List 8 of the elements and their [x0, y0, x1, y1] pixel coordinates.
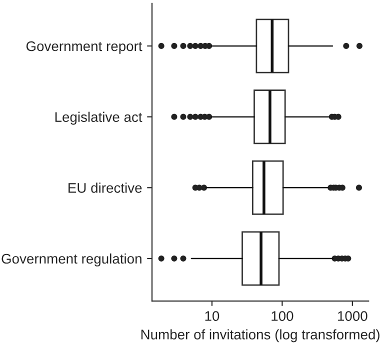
x-tick-label: 10: [205, 311, 220, 321]
y-tick-label: Legislative act: [55, 112, 142, 125]
y-tick-label: EU directive: [68, 182, 142, 193]
y-tick-label: Government regulation: [2, 253, 142, 266]
y-tick-label: Government report: [26, 41, 142, 54]
x-axis-title: Number of invitations (log transformed): [141, 329, 380, 342]
x-tick-label: 100: [272, 311, 294, 321]
x-tick-label: 1000: [338, 311, 368, 321]
